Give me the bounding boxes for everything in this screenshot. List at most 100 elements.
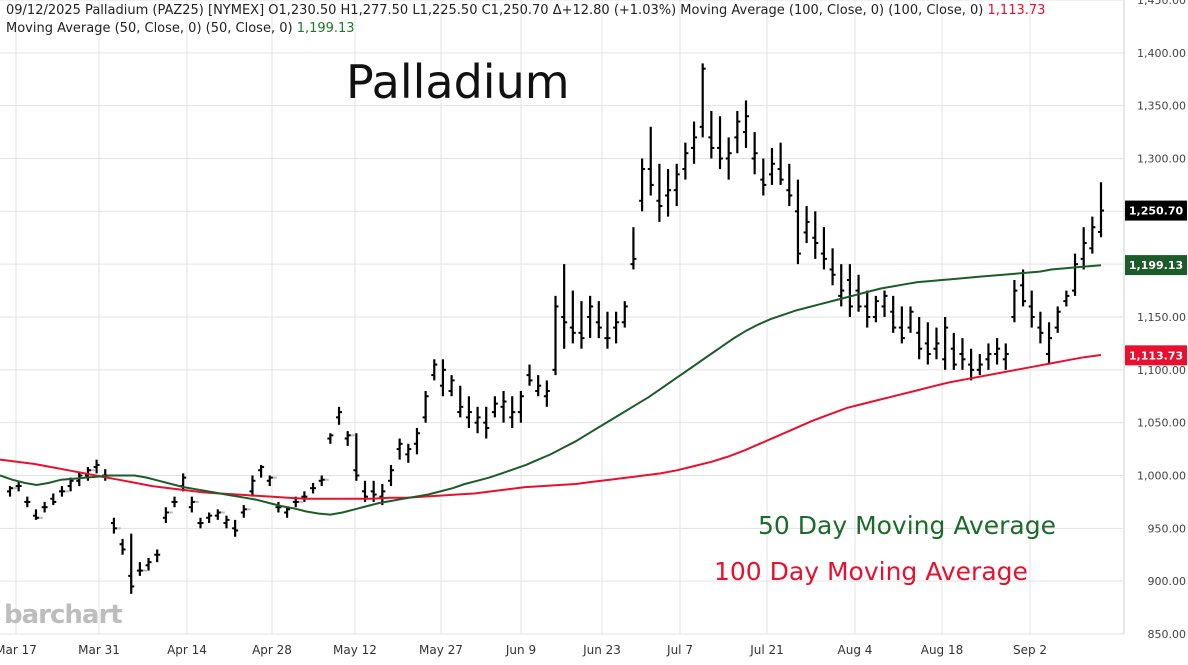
annotation-ma50: 50 Day Moving Average xyxy=(758,511,1056,540)
ohlc-bar xyxy=(301,491,308,502)
ohlc-bar xyxy=(223,515,230,529)
annotation-ma100: 100 Day Moving Average xyxy=(714,557,1028,586)
x-axis: Mar 17 Mar 31 Apr 14 Apr 28 May 12 May 27 Jun … xyxy=(0,643,1047,657)
svg-text:1,199.13: 1,199.13 xyxy=(1129,259,1183,272)
header-line-1: 09/12/2025 Palladium (PAZ25) [NYMEX] O1,… xyxy=(6,3,1045,18)
y-tick-label: 1,450.00 xyxy=(1137,0,1186,7)
ohlc-bar xyxy=(725,137,732,180)
ohlc-bar xyxy=(422,390,429,423)
ohlc-bar xyxy=(1063,290,1070,307)
ohlc-bar xyxy=(1054,306,1061,333)
ohlc-bar xyxy=(717,116,724,170)
price-tag-close: 1,250.70 xyxy=(1125,200,1187,221)
x-tick-label: May 27 xyxy=(419,643,463,657)
ohlc-bar xyxy=(258,464,265,478)
ohlc-bar xyxy=(327,433,334,444)
ohlc-bar xyxy=(864,290,871,328)
x-tick-label: Apr 14 xyxy=(167,643,207,657)
ohlc-bar xyxy=(734,110,741,154)
ohlc-bar xyxy=(942,317,949,370)
ohlc-bar xyxy=(916,317,923,360)
ohlc-bar xyxy=(162,507,169,524)
header-ma50-value: 1,199.13 xyxy=(296,21,355,36)
ohlc-bar xyxy=(595,301,602,339)
ohlc-bar xyxy=(119,538,126,555)
ohlc-bar xyxy=(924,322,931,365)
ohlc-bar xyxy=(431,359,438,381)
ohlc-bar xyxy=(1002,343,1009,370)
ohlc-bar xyxy=(171,496,178,508)
x-tick-label: Sep 2 xyxy=(1013,643,1047,657)
ohlc-bar xyxy=(786,163,793,207)
ohlc-bar xyxy=(41,501,48,513)
ohlc-bar xyxy=(249,475,256,497)
chart-title: Palladium xyxy=(346,55,570,109)
ohlc-bar xyxy=(457,385,464,418)
ohlc-bar xyxy=(673,163,680,207)
grid xyxy=(0,0,1125,635)
ohlc-bar xyxy=(7,486,13,497)
ohlc-bar xyxy=(1089,216,1096,254)
ohlc-bar xyxy=(812,211,819,259)
y-tick-label: 900.00 xyxy=(1148,575,1187,588)
ohlc-bar xyxy=(621,301,628,328)
y-tick-label: 950.00 xyxy=(1148,522,1187,535)
ohlc-bar xyxy=(448,375,455,397)
ohlc-bar xyxy=(985,343,992,370)
ohlc-bar xyxy=(569,290,576,344)
header-text-1: 09/12/2025 Palladium (PAZ25) [NYMEX] O1,… xyxy=(6,3,988,18)
ohlc-bar xyxy=(803,206,810,244)
ohlc-bar xyxy=(206,512,213,524)
ohlc-bar xyxy=(1046,322,1053,365)
ohlc-bar xyxy=(318,475,325,487)
ohlc-bar xyxy=(491,396,498,418)
x-tick-label: May 12 xyxy=(333,643,377,657)
ohlc-bar xyxy=(58,486,65,497)
y-tick-label: 1,050.00 xyxy=(1137,417,1186,430)
y-tick-label: 1,100.00 xyxy=(1137,364,1186,377)
x-tick-label: Aug 4 xyxy=(838,643,873,657)
ohlc-bar xyxy=(907,306,914,333)
ohlc-bar xyxy=(552,295,559,376)
ohlc-bar xyxy=(387,464,394,487)
ohlc-bar xyxy=(535,375,542,397)
ohlc-bar xyxy=(742,100,749,148)
ohlc-bar xyxy=(154,549,161,563)
ohlc-bar xyxy=(344,431,351,446)
ohlc-bar xyxy=(578,301,585,349)
ohlc-bar xyxy=(699,63,706,138)
price-labels: 1,250.70 1,199.13 1,113.73 xyxy=(1125,200,1187,366)
ohlc-bar xyxy=(474,406,481,434)
gap-marks xyxy=(11,434,355,572)
ohlc-bar xyxy=(630,227,637,270)
ohlc-bar xyxy=(517,390,524,423)
ohlc-bar xyxy=(1080,227,1087,270)
y-tick-label: 1,400.00 xyxy=(1137,47,1186,60)
ohlc-bar xyxy=(15,480,22,492)
svg-text:1,113.73: 1,113.73 xyxy=(1129,349,1183,362)
x-tick-label: Jul 21 xyxy=(749,643,784,657)
ohlc-bar xyxy=(561,264,568,349)
x-tick-label: Mar 17 xyxy=(0,643,37,657)
x-tick-label: Jul 7 xyxy=(666,643,693,657)
ohlc-bar xyxy=(890,295,897,333)
x-tick-label: Mar 31 xyxy=(78,643,120,657)
header-text-2: Moving Average (50, Close, 0) (50, Close… xyxy=(6,21,297,36)
svg-text:1,250.70: 1,250.70 xyxy=(1129,205,1184,218)
ohlc-bar xyxy=(881,290,888,317)
ohlc-bar xyxy=(93,459,100,474)
ohlc-bar xyxy=(396,438,403,460)
ma100-line xyxy=(0,354,1102,500)
ohlc-bar xyxy=(829,248,836,286)
ohlc-bar xyxy=(691,121,698,164)
ohlc-bar xyxy=(1011,280,1018,323)
ohlc-bar xyxy=(950,332,957,370)
ohlc-bar xyxy=(483,406,490,439)
ohlc-bar xyxy=(543,380,550,407)
y-axis: 850.00 900.00 950.00 1,000.00 1,050.00 1,100.… xyxy=(1137,0,1186,641)
ohlc-bar xyxy=(1098,182,1104,238)
ohlc-bar xyxy=(647,126,654,196)
ohlc-bar xyxy=(336,406,343,425)
ohlc-bar xyxy=(214,509,221,520)
